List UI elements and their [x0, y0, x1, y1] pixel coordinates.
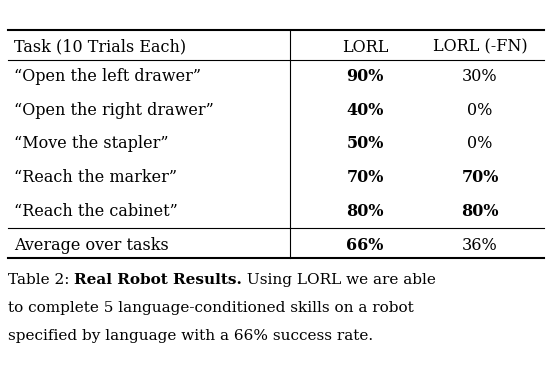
- Text: Task (10 Trials Each): Task (10 Trials Each): [14, 39, 186, 56]
- Text: “Reach the cabinet”: “Reach the cabinet”: [14, 203, 178, 220]
- Text: 70%: 70%: [346, 169, 384, 186]
- Text: 36%: 36%: [462, 237, 498, 254]
- Text: Average over tasks: Average over tasks: [14, 237, 169, 254]
- Text: Real Robot Results.: Real Robot Results.: [75, 273, 242, 287]
- Text: to complete 5 language-conditioned skills on a robot: to complete 5 language-conditioned skill…: [8, 301, 414, 315]
- Text: 40%: 40%: [346, 102, 384, 119]
- Text: 90%: 90%: [346, 68, 384, 85]
- Text: “Open the right drawer”: “Open the right drawer”: [14, 102, 214, 119]
- Text: 66%: 66%: [346, 237, 384, 254]
- Text: “Open the left drawer”: “Open the left drawer”: [14, 68, 201, 85]
- Text: 0%: 0%: [468, 102, 493, 119]
- Text: 30%: 30%: [462, 68, 498, 85]
- Text: 80%: 80%: [461, 203, 499, 220]
- Text: “Reach the marker”: “Reach the marker”: [14, 169, 177, 186]
- Text: 0%: 0%: [468, 135, 493, 152]
- Text: Using LORL we are able: Using LORL we are able: [242, 273, 436, 287]
- Text: 80%: 80%: [346, 203, 384, 220]
- Text: LORL: LORL: [342, 39, 388, 56]
- Text: “Move the stapler”: “Move the stapler”: [14, 135, 168, 152]
- Text: 70%: 70%: [461, 169, 498, 186]
- Text: specified by language with a 66% success rate.: specified by language with a 66% success…: [8, 329, 373, 343]
- Text: LORL (-FN): LORL (-FN): [433, 39, 527, 56]
- Text: 50%: 50%: [346, 135, 384, 152]
- Text: Table 2:: Table 2:: [8, 273, 75, 287]
